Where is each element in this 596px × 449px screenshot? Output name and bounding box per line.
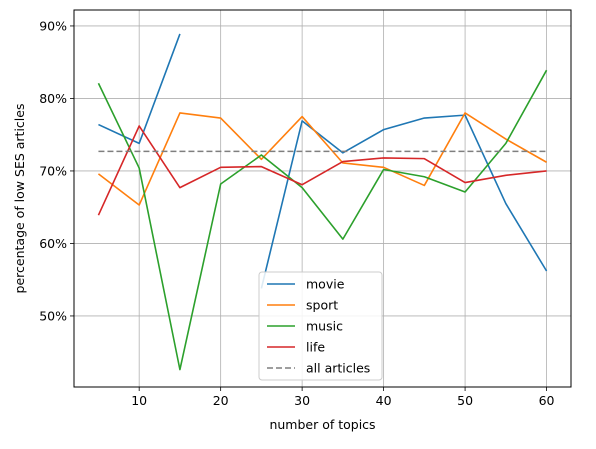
series-lines — [97, 33, 548, 371]
x-tick-label: 60 — [539, 393, 555, 408]
x-tick-label: 50 — [457, 393, 473, 408]
y-tick-label: 70% — [39, 163, 67, 178]
y-axis-ticks: 50% 60% 70% 80% 90% — [39, 18, 74, 323]
legend-box — [258, 271, 383, 381]
y-axis-label: percentage of low SES articles — [12, 104, 27, 294]
legend-label: sport — [306, 298, 338, 313]
legend-label: all articles — [306, 361, 370, 376]
y-tick-label: 60% — [39, 236, 67, 251]
x-tick-label: 10 — [131, 393, 147, 408]
x-axis-label: number of topics — [269, 417, 375, 432]
legend: movie sport music life all articles — [258, 271, 383, 381]
grid-lines — [74, 10, 571, 387]
series-line-life — [97, 125, 547, 216]
x-tick-label: 20 — [213, 393, 229, 408]
y-tick-label: 90% — [39, 18, 67, 33]
series-line-music — [97, 69, 548, 371]
x-axis-ticks: 10 20 30 40 50 60 — [131, 387, 555, 408]
legend-label: music — [306, 319, 343, 334]
y-tick-label: 50% — [39, 308, 67, 323]
plot-frame — [73, 9, 572, 388]
x-tick-label: 30 — [294, 393, 310, 408]
y-tick-label: 80% — [39, 91, 67, 106]
legend-label: movie — [306, 277, 345, 292]
x-tick-label: 40 — [376, 393, 392, 408]
series-line-sport — [97, 112, 547, 206]
series-line-movie — [98, 33, 548, 289]
legend-label: life — [306, 340, 325, 355]
